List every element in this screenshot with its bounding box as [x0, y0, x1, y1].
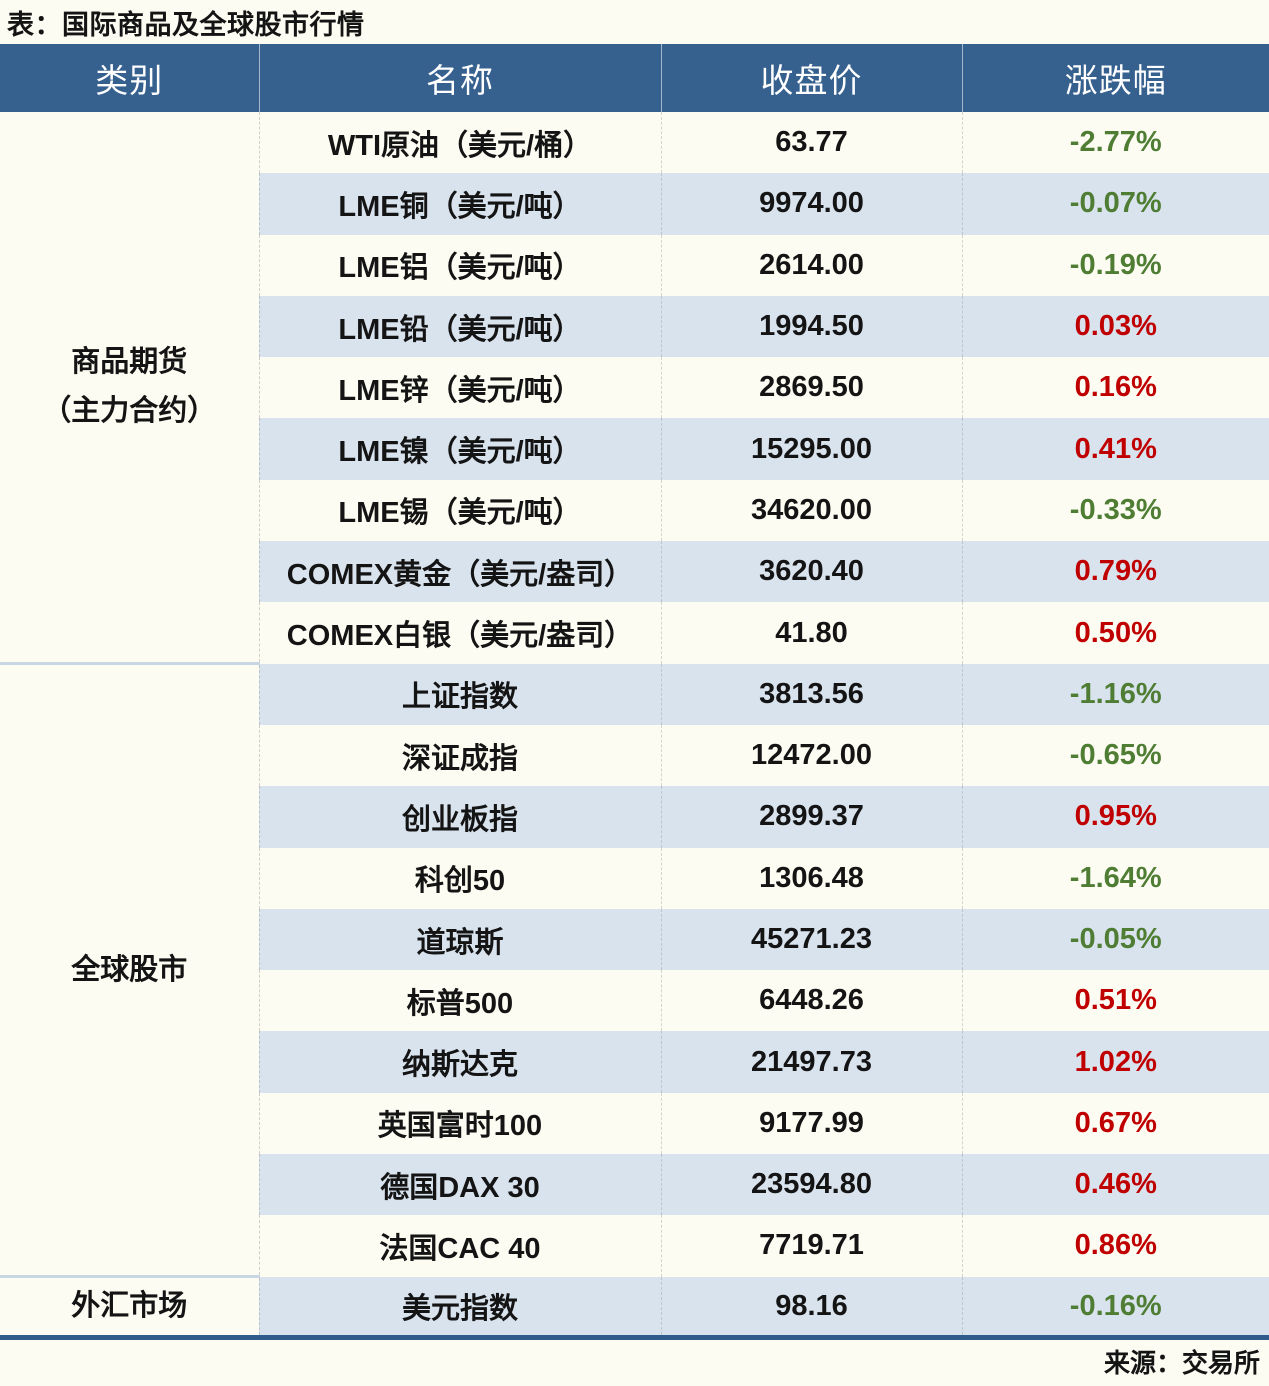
table-row: 标普500 6448.26 0.51%: [0, 970, 1269, 1032]
instrument-name: 科创50: [259, 847, 662, 909]
instrument-name: WTI原油（美元/桶）: [259, 112, 662, 174]
change-percent: 0.41%: [962, 418, 1269, 480]
table-header: 类别 名称 收盘价 涨跌幅: [0, 44, 1269, 112]
instrument-name: LME铅（美元/吨）: [259, 295, 662, 358]
closing-price: 3620.40: [661, 541, 963, 603]
change-percent: -0.07%: [962, 173, 1269, 235]
closing-price: 2614.00: [661, 234, 963, 296]
change-percent: -0.65%: [962, 724, 1269, 787]
page-title: 表：国际商品及全球股市行情: [7, 9, 365, 40]
change-percent: -1.16%: [962, 663, 1269, 725]
table-row: 科创50 1306.48 -1.64%: [0, 847, 1269, 909]
table-row: 纳斯达克 21497.73 1.02%: [0, 1031, 1269, 1093]
closing-price: 23594.80: [661, 1154, 963, 1216]
change-percent: 0.79%: [962, 541, 1269, 603]
instrument-name: 创业板指: [259, 786, 662, 848]
change-percent: -0.05%: [962, 908, 1269, 971]
table-row: LME铜（美元/吨） 9974.00 -0.07%: [0, 173, 1269, 235]
closing-price: 2869.50: [661, 357, 963, 419]
market-table: 类别 名称 收盘价 涨跌幅 商品期货 （主力合约） WTI原油（美元/桶） 63.7…: [0, 44, 1269, 1341]
instrument-name: 美元指数: [259, 1276, 662, 1338]
table-row: COMEX白银（美元/盎司） 41.80 0.50%: [0, 602, 1269, 664]
header-change: 涨跌幅: [962, 44, 1269, 112]
closing-price: 6448.26: [661, 970, 963, 1032]
instrument-name: 道琼斯: [259, 908, 662, 971]
closing-price: 98.16: [661, 1276, 963, 1338]
closing-price: 7719.71: [661, 1215, 963, 1277]
closing-price: 21497.73: [661, 1031, 963, 1093]
closing-price: 9177.99: [661, 1092, 963, 1155]
table-row: 全球股市 上证指数 3813.56 -1.16%: [0, 662, 1269, 1277]
table-row: LME铝（美元/吨） 2614.00 -0.19%: [0, 234, 1269, 296]
header-category: 类别: [0, 44, 260, 112]
closing-price: 63.77: [661, 112, 963, 174]
closing-price: 9974.00: [661, 173, 963, 235]
change-percent: -0.16%: [962, 1276, 1269, 1338]
table-row: 英国富时100 9177.99 0.67%: [0, 1092, 1269, 1155]
change-percent: 0.46%: [962, 1154, 1269, 1216]
closing-price: 12472.00: [661, 724, 963, 787]
change-percent: -0.33%: [962, 479, 1269, 542]
instrument-name: LME铜（美元/吨）: [259, 173, 662, 235]
instrument-name: 深证成指: [259, 724, 662, 787]
closing-price: 41.80: [661, 602, 963, 664]
category-cell: 全球股市: [0, 662, 260, 1277]
change-percent: 0.95%: [962, 786, 1269, 848]
instrument-name: 法国CAC 40: [259, 1215, 662, 1277]
table-row: LME锡（美元/吨） 34620.00 -0.33%: [0, 479, 1269, 542]
table-row: LME铅（美元/吨） 1994.50 0.03%: [0, 295, 1269, 358]
closing-price: 2899.37: [661, 786, 963, 848]
change-percent: 0.86%: [962, 1215, 1269, 1277]
table-row: 深证成指 12472.00 -0.65%: [0, 724, 1269, 787]
closing-price: 15295.00: [661, 418, 963, 480]
instrument-name: 标普500: [259, 970, 662, 1032]
change-percent: -0.19%: [962, 234, 1269, 296]
table-row: LME锌（美元/吨） 2869.50 0.16%: [0, 357, 1269, 419]
instrument-name: 英国富时100: [259, 1092, 662, 1155]
instrument-name: LME镍（美元/吨）: [259, 418, 662, 480]
closing-price: 1994.50: [661, 295, 963, 358]
instrument-name: 纳斯达克: [259, 1031, 662, 1093]
header-close: 收盘价: [661, 44, 963, 112]
change-percent: 0.03%: [962, 295, 1269, 358]
closing-price: 34620.00: [661, 479, 963, 542]
table-row: 外汇市场 美元指数 98.16 -0.16%: [0, 1275, 1269, 1338]
instrument-name: 上证指数: [259, 663, 662, 725]
instrument-name: COMEX黄金（美元/盎司）: [259, 541, 662, 603]
change-percent: 0.51%: [962, 970, 1269, 1032]
instrument-name: LME锌（美元/吨）: [259, 357, 662, 419]
change-percent: 0.67%: [962, 1092, 1269, 1155]
category-cell: 外汇市场: [0, 1275, 260, 1338]
change-percent: 0.16%: [962, 357, 1269, 419]
change-percent: 1.02%: [962, 1031, 1269, 1093]
table-body: 商品期货 （主力合约） WTI原油（美元/桶） 63.77 -2.77% LME铜（美元…: [0, 112, 1269, 1338]
closing-price: 3813.56: [661, 663, 963, 725]
table-row: 商品期货 （主力合约） WTI原油（美元/桶） 63.77 -2.77%: [0, 112, 1269, 664]
table-row: 法国CAC 40 7719.71 0.86%: [0, 1215, 1269, 1277]
change-percent: -2.77%: [962, 112, 1269, 174]
table-row: 道琼斯 45271.23 -0.05%: [0, 908, 1269, 971]
header-name: 名称: [259, 44, 662, 112]
closing-price: 45271.23: [661, 908, 963, 971]
closing-price: 1306.48: [661, 847, 963, 909]
change-percent: -1.64%: [962, 847, 1269, 909]
table-row: 创业板指 2899.37 0.95%: [0, 786, 1269, 848]
table-row: LME镍（美元/吨） 15295.00 0.41%: [0, 418, 1269, 480]
source-note: 来源：交易所: [1103, 1348, 1260, 1379]
instrument-name: 德国DAX 30: [259, 1154, 662, 1216]
instrument-name: LME铝（美元/吨）: [259, 234, 662, 296]
table-row: COMEX黄金（美元/盎司） 3620.40 0.79%: [0, 541, 1269, 603]
instrument-name: LME锡（美元/吨）: [259, 479, 662, 542]
change-percent: 0.50%: [962, 602, 1269, 664]
category-cell: 商品期货 （主力合约）: [0, 112, 260, 664]
instrument-name: COMEX白银（美元/盎司）: [259, 602, 662, 664]
table-row: 德国DAX 30 23594.80 0.46%: [0, 1154, 1269, 1216]
header-row: 类别 名称 收盘价 涨跌幅: [0, 44, 1269, 112]
